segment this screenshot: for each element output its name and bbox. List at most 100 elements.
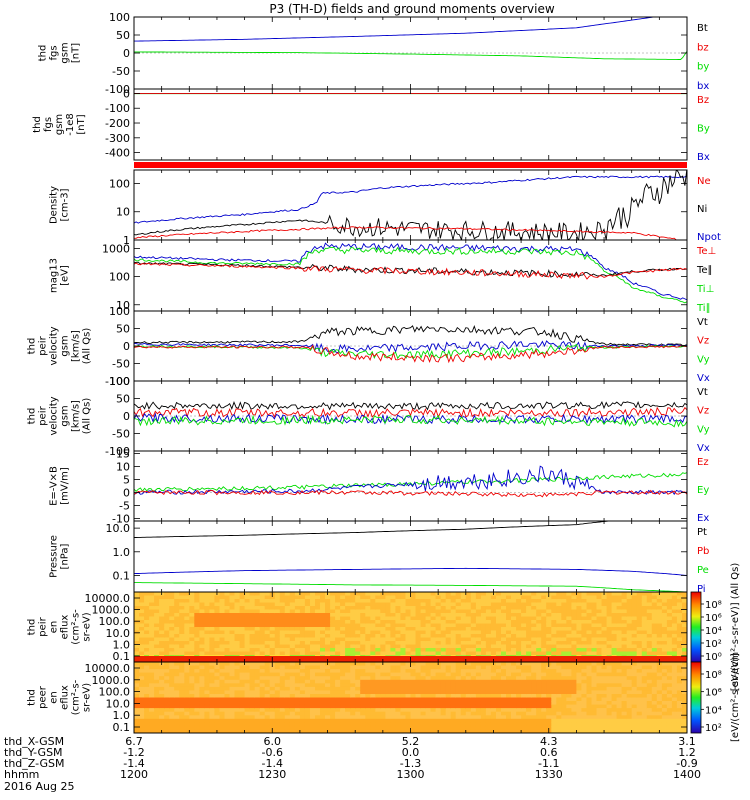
series-p3-Ni [134, 170, 687, 240]
plot-title: P3 (TH-D) fields and ground moments over… [269, 2, 554, 16]
legend-Ti⊥: Ti⊥ [696, 284, 714, 295]
colorbar-tick: 10⁶ [705, 688, 722, 699]
series-p7-Ez [134, 489, 687, 498]
series-p5-Vx [134, 340, 687, 354]
series-p6-Vy [134, 414, 687, 428]
ylabel-line: gsm [60, 42, 71, 63]
legend-Pt: Pt [697, 527, 707, 538]
ytick-label: 10 [116, 461, 130, 474]
ytick-label: -50 [112, 358, 130, 371]
panel-p8: 10.0 1.0 0.1 Pressure [nPa] Pt Pb Pe Pi [49, 520, 709, 595]
legend-Ti∥: Ti∥ [696, 303, 711, 314]
series-p4-Ti2 [134, 246, 687, 304]
legend-bz: bz [697, 42, 709, 53]
ylabel-line: en [49, 621, 60, 634]
legend-Bz: Bz [697, 95, 709, 106]
legend-Ex: Ex [697, 513, 709, 524]
ylabel-line: mag13 [49, 258, 60, 293]
colorbar-tick: 10⁰ [705, 652, 722, 663]
ytick-label: -100 [105, 445, 130, 458]
legend-Vt: Vt [697, 387, 708, 398]
xaxis-row-label: hhmm [4, 768, 39, 781]
ytick-label: 10.0 [106, 697, 131, 710]
series-p6-Vz [134, 406, 687, 419]
legend-Bt: Bt [697, 23, 708, 34]
ytick-label: 100 [109, 375, 130, 388]
ytick-label: 0 [123, 410, 130, 423]
ytick-label: 50 [116, 393, 130, 406]
ytick-label: 1000.0 [92, 674, 131, 687]
ytick-label: -10 [112, 512, 130, 525]
ylabel-line: E=-V×B [49, 466, 60, 506]
ylabel-line: thd [27, 338, 38, 355]
legend-Vx: Vx [697, 373, 710, 384]
ytick-label: -400 [105, 147, 130, 160]
ytick-label: 0 [123, 340, 130, 353]
ytick-label: -200 [105, 117, 130, 130]
xaxis-date: 2016 Aug 25 [4, 780, 74, 793]
colorbar-label: [eV/(cm²-s-sr-eV)] (All Qs) [730, 563, 741, 692]
panel-p2: 0 -100 -200 -300 -400 thd fgs gsm -1e8 [nT] Bz By Bx [32, 87, 710, 163]
series-p5-Vy [134, 343, 687, 360]
xaxis-row-label: thd_Z-GSM [4, 757, 64, 770]
xaxis-tick-value: 1200 [120, 768, 148, 781]
ytick-label: -50 [112, 65, 130, 78]
colorbar-p10 [690, 661, 702, 734]
ytick-label: 50 [116, 323, 130, 336]
colorbar-tick: 10⁶ [705, 613, 722, 624]
legend-Pe: Pe [697, 565, 709, 576]
ylabel-line: Density [49, 186, 60, 224]
ylabel-line: fgs [43, 117, 54, 132]
ytick-label: 10.0 [106, 627, 131, 640]
ylabel-line: gsm [60, 405, 71, 426]
colorbar-p9 [690, 591, 702, 663]
legend-Te⊥: Te⊥ [696, 246, 716, 257]
series-p7-Ey [134, 472, 687, 493]
colorbar-tick: 10⁴ [705, 705, 722, 716]
xaxis-tick-value: 6.7 [125, 735, 143, 748]
frame-p2 [133, 88, 688, 161]
frame-p8 [133, 520, 688, 593]
xaxis-tick-value: -1.1 [538, 757, 559, 770]
ytick-label: 1 [123, 234, 130, 247]
panel-p4: 1000 100 10 mag13 [eV] Te⊥ Te∥ Ti⊥ Ti∥ [49, 239, 716, 314]
ylabel-line: thd [38, 45, 49, 62]
colorbar-tick: 10⁸ [705, 600, 722, 611]
legend-Npot: Npot [697, 232, 721, 243]
ylabel-line: sr-eV) [82, 612, 93, 641]
ytick-label: 1000 [102, 242, 130, 255]
ytick-label: 5 [123, 474, 130, 487]
ytick-label: -100 [105, 83, 130, 96]
series-p3-Npot [134, 175, 687, 224]
ylabel-line: peer [38, 685, 49, 709]
ytick-label: 10000.0 [85, 662, 131, 675]
legend-bx: bx [697, 81, 709, 92]
series-p5-Vt [134, 324, 687, 347]
ytick-label: 10 [116, 206, 130, 219]
colorbar-tick: 10² [705, 723, 722, 734]
legend-by: by [697, 62, 709, 73]
legend-Ez: Ez [697, 457, 709, 468]
xaxis-tick-value: 4.3 [540, 735, 558, 748]
xaxis-tick-value: -1.3 [400, 757, 421, 770]
series-p3-Ne [134, 226, 682, 240]
ylabel-line: thd [27, 689, 38, 706]
xaxis-tick-value: -1.4 [262, 757, 283, 770]
ytick-label: 1.0 [113, 638, 131, 651]
legend-Te∥: Te∥ [696, 265, 713, 276]
legend-Pb: Pb [697, 546, 709, 557]
ytick-label: -100 [105, 375, 130, 388]
xaxis-tick-value: 1400 [673, 768, 701, 781]
ylabel-line: [eV] [60, 265, 71, 286]
colorbar-tick: 10⁸ [705, 670, 722, 681]
ylabel-line: (cm²-s- [71, 609, 82, 645]
ytick-label: 0.1 [113, 721, 131, 734]
legend-Ne: Ne [697, 176, 711, 187]
colorbar-label: [eV/(cm²-s-sr-eV)] [730, 653, 741, 742]
ytick-label: 50 [116, 29, 130, 42]
colorbar-tick: 10² [705, 639, 722, 650]
legend-Ey: Ey [697, 485, 709, 496]
ylabel-line: (All Qs) [82, 398, 93, 435]
